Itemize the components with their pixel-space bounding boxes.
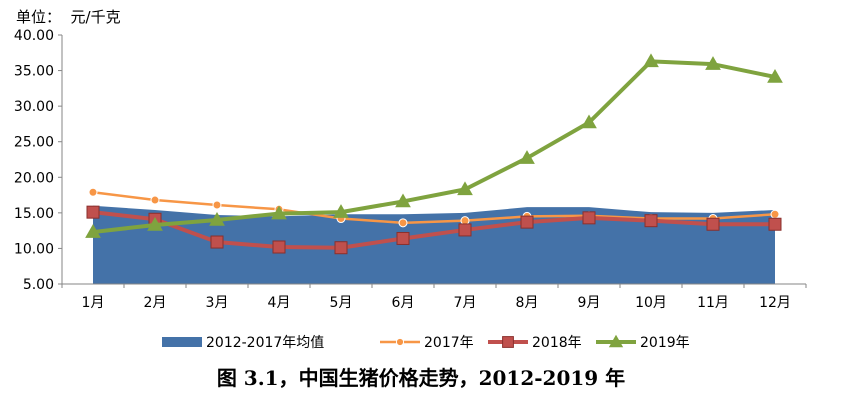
series-line-2 <box>92 210 775 250</box>
y-tick-label: 35.00 <box>14 64 54 80</box>
x-tick-label: 10月 <box>635 295 667 311</box>
x-tick-label: 3月 <box>206 295 229 311</box>
legend: 2012-2017年均值 2017年 2018年 2019年 <box>162 334 690 351</box>
y-tick-label: 25.00 <box>14 135 54 151</box>
legend-label: 2019年 <box>640 335 690 351</box>
x-tick-label: 9月 <box>578 295 601 311</box>
legend-swatch-area <box>162 337 202 347</box>
series-point-2 <box>396 231 410 245</box>
series-point-2 <box>644 214 658 228</box>
axes-layer: 5.00 10.00 15.00 20.00 25.00 30.00 35.00 40.00 1… <box>14 28 807 311</box>
legend-label: 2012-2017年均值 <box>206 335 324 351</box>
series-line-1 <box>92 190 776 225</box>
legend-swatch-marker <box>502 336 514 348</box>
price-trend-chart: 5.00 10.00 15.00 20.00 25.00 30.00 35.00 40.00 1… <box>14 28 807 351</box>
series-point-1 <box>150 195 160 205</box>
legend-swatch-marker <box>608 334 624 348</box>
y-tick-label: 10.00 <box>14 241 54 257</box>
legend-label: 2017年 <box>424 335 474 351</box>
y-tick-label: 40.00 <box>14 28 54 44</box>
series-point-2 <box>86 205 100 219</box>
y-tick-label: 20.00 <box>14 170 54 186</box>
area-series-baseline-average <box>93 205 775 284</box>
series-point-3 <box>457 181 473 196</box>
series-point-3 <box>147 216 163 231</box>
series-point-2 <box>706 217 720 231</box>
series-point-2 <box>582 211 596 225</box>
x-tick-label: 11月 <box>697 295 729 311</box>
y-tick-label: 30.00 <box>14 99 54 115</box>
y-tick-label: 15.00 <box>14 206 54 222</box>
series-point-3 <box>767 68 783 83</box>
series-point-3 <box>271 205 287 220</box>
x-tick-label: 5月 <box>330 295 353 311</box>
series-point-2 <box>272 240 286 254</box>
x-tick-label: 7月 <box>454 295 477 311</box>
series-point-1 <box>88 187 98 197</box>
x-tick-label: 4月 <box>268 295 291 311</box>
series-point-1 <box>770 209 780 219</box>
x-tick-label: 6月 <box>392 295 415 311</box>
series-point-3 <box>85 224 101 238</box>
series-point-2 <box>458 223 472 237</box>
series-point-2 <box>334 241 348 255</box>
unit-label: 单位： 元/千克 <box>16 8 121 26</box>
x-tick-label: 12月 <box>759 295 791 311</box>
series-point-3 <box>333 204 349 218</box>
y-tick-label: 5.00 <box>23 277 54 293</box>
x-tick-label: 2月 <box>144 295 167 311</box>
series-point-2 <box>520 215 534 229</box>
series-point-3 <box>643 53 659 68</box>
series-point-3 <box>209 211 225 226</box>
line-layer <box>85 53 783 255</box>
series-point-3 <box>395 193 411 208</box>
series-point-3 <box>581 114 597 129</box>
series-point-1 <box>398 218 408 228</box>
legend-label: 2018年 <box>532 335 582 351</box>
legend-swatch-marker <box>395 337 405 347</box>
series-point-1 <box>212 200 222 210</box>
x-tick-label: 8月 <box>516 295 539 311</box>
series-point-3 <box>519 150 535 164</box>
area-layer <box>93 205 775 284</box>
series-line-3 <box>92 59 776 235</box>
x-tick-label: 1月 <box>82 295 105 311</box>
series-point-3 <box>705 56 721 70</box>
series-point-2 <box>210 235 224 249</box>
series-point-2 <box>768 217 782 231</box>
figure-caption: 图 3.1，中国生猪价格走势，2012-2019 年 <box>216 366 626 390</box>
